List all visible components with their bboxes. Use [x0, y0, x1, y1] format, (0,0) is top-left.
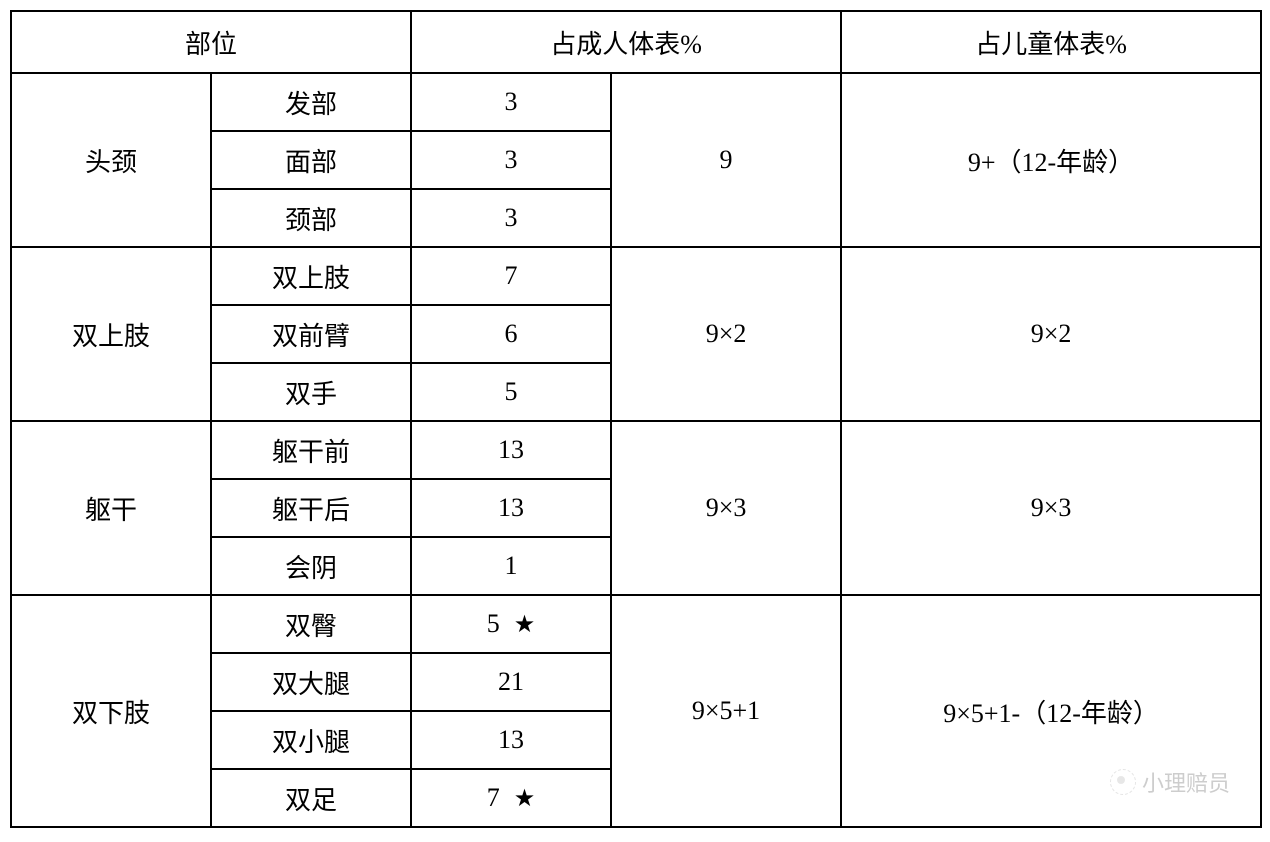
- sub-value: 1: [411, 537, 611, 595]
- adult-total: 9: [611, 73, 841, 247]
- adult-total: 9×5+1: [611, 595, 841, 827]
- body-surface-table: 部位 占成人体表% 占儿童体表% 头颈 发部 3 9 9+（12-年龄） 面部 …: [10, 10, 1262, 828]
- sub-name: 面部: [211, 131, 411, 189]
- group-name: 头颈: [11, 73, 211, 247]
- group-name: 躯干: [11, 421, 211, 595]
- table-row: 躯干 躯干前 13 9×3 9×3: [11, 421, 1261, 479]
- star-icon: ★: [514, 612, 536, 638]
- sub-value: 13: [411, 711, 611, 769]
- sub-name: 双大腿: [211, 653, 411, 711]
- sub-value: 7: [411, 247, 611, 305]
- header-child: 占儿童体表%: [841, 11, 1261, 73]
- table-row: 双下肢 双臀 5★ 9×5+1 9×5+1-（12-年龄）: [11, 595, 1261, 653]
- child-total: 9×3: [841, 421, 1261, 595]
- sub-name: 双手: [211, 363, 411, 421]
- sub-name: 会阴: [211, 537, 411, 595]
- sub-value: 13: [411, 421, 611, 479]
- star-icon: ★: [514, 786, 536, 812]
- table-header-row: 部位 占成人体表% 占儿童体表%: [11, 11, 1261, 73]
- header-adult: 占成人体表%: [411, 11, 841, 73]
- watermark: 小理赔员: [1110, 766, 1230, 798]
- watermark-icon: [1110, 769, 1136, 795]
- sub-name: 颈部: [211, 189, 411, 247]
- group-name: 双上肢: [11, 247, 211, 421]
- sub-value: 3: [411, 73, 611, 131]
- adult-total: 9×2: [611, 247, 841, 421]
- group-name: 双下肢: [11, 595, 211, 827]
- watermark-text: 小理赔员: [1142, 766, 1230, 798]
- sub-name: 双足: [211, 769, 411, 827]
- sub-name: 发部: [211, 73, 411, 131]
- sub-value: 21: [411, 653, 611, 711]
- sub-value: 5: [487, 609, 500, 638]
- sub-name: 躯干后: [211, 479, 411, 537]
- sub-name: 双臀: [211, 595, 411, 653]
- sub-value: 3: [411, 131, 611, 189]
- sub-value-starred: 7★: [411, 769, 611, 827]
- sub-value: 3: [411, 189, 611, 247]
- child-total: 9+（12-年龄）: [841, 73, 1261, 247]
- adult-total: 9×3: [611, 421, 841, 595]
- sub-value: 13: [411, 479, 611, 537]
- sub-value-starred: 5★: [411, 595, 611, 653]
- table-row: 头颈 发部 3 9 9+（12-年龄）: [11, 73, 1261, 131]
- sub-name: 双上肢: [211, 247, 411, 305]
- sub-value: 6: [411, 305, 611, 363]
- table-row: 双上肢 双上肢 7 9×2 9×2: [11, 247, 1261, 305]
- sub-name: 躯干前: [211, 421, 411, 479]
- sub-value: 5: [411, 363, 611, 421]
- child-total: 9×2: [841, 247, 1261, 421]
- sub-value: 7: [487, 783, 500, 812]
- sub-name: 双前臂: [211, 305, 411, 363]
- header-part: 部位: [11, 11, 411, 73]
- sub-name: 双小腿: [211, 711, 411, 769]
